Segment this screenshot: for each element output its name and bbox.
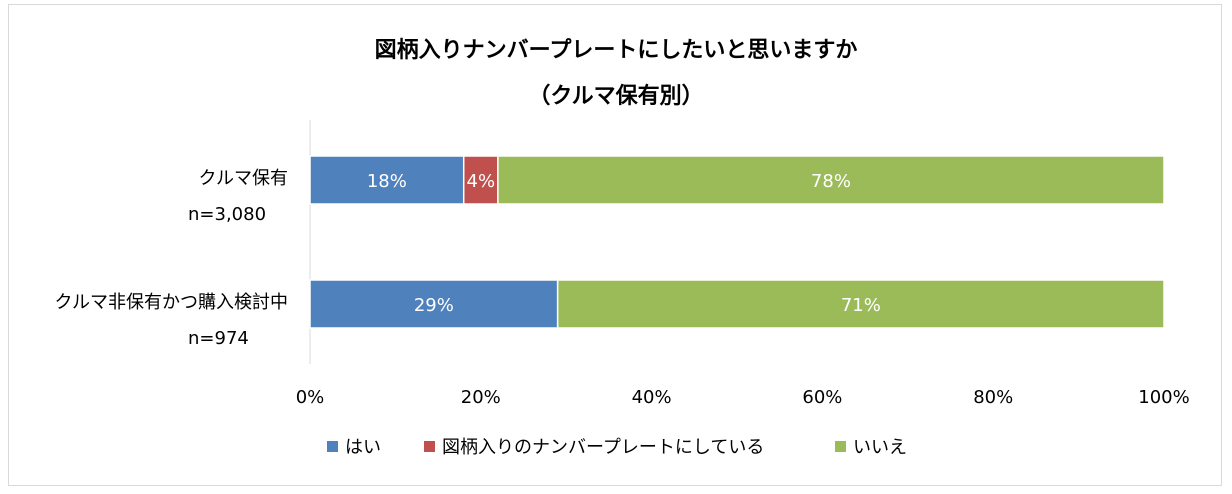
- x-tick-label: 0%: [296, 387, 325, 408]
- legend-label: いいえ: [853, 437, 907, 458]
- chart-title: 図柄入りナンバープレートにしたいと思いますか: [374, 38, 858, 63]
- category-n-label: n=3,080: [188, 204, 266, 225]
- bar-group: 18% 4% 78% 29% 71%: [309, 155, 1165, 329]
- x-tick-label: 40%: [632, 387, 672, 408]
- bar-segment: [497, 155, 1165, 205]
- legend: はい 図柄入りのナンバープレートにしている いいえ: [327, 437, 907, 458]
- data-label: 71%: [841, 295, 881, 316]
- bar-segment: [556, 279, 1165, 329]
- legend-swatch: [835, 441, 846, 452]
- x-tick-label: 60%: [802, 387, 842, 408]
- bar-segment: [462, 155, 499, 205]
- category-label: クルマ非保有かつ購入検討中: [55, 292, 288, 313]
- legend-label: はい: [345, 437, 381, 458]
- bar-segment: [309, 279, 559, 329]
- x-axis-ticks: 0% 20% 40% 60% 80% 100%: [296, 387, 1190, 408]
- x-tick-label: 20%: [461, 387, 501, 408]
- legend-label: 図柄入りのナンバープレートにしている: [442, 437, 764, 458]
- legend-swatch: [327, 441, 338, 452]
- category-n-label: n=974: [188, 328, 249, 349]
- x-tick-label: 100%: [1138, 387, 1189, 408]
- category-label: クルマ保有: [199, 168, 288, 189]
- bar-segment: [309, 155, 465, 205]
- chart-frame: [8, 4, 1222, 486]
- legend-swatch: [424, 441, 435, 452]
- data-label: 29%: [414, 295, 454, 316]
- data-label: 18%: [367, 171, 407, 192]
- chart-subtitle: （クルマ保有別）: [528, 84, 704, 109]
- category-labels: クルマ保有 n=3,080 クルマ非保有かつ購入検討中 n=974: [55, 168, 288, 349]
- x-tick-label: 80%: [973, 387, 1013, 408]
- data-label: 4%: [467, 171, 496, 192]
- data-label: 78%: [811, 171, 851, 192]
